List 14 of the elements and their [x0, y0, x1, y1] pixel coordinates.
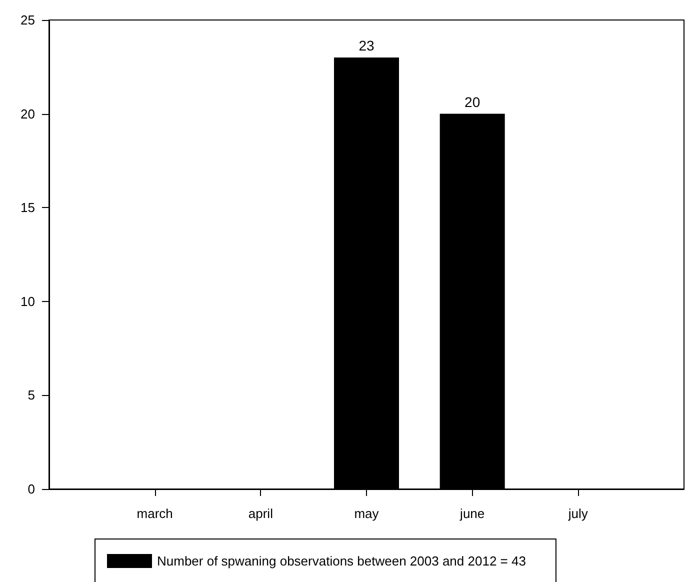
x-tick-label: july [567, 506, 588, 521]
legend-label: Number of spwaning observations between 2003 and 2012 = 43 [157, 554, 526, 568]
y-tick-label: 10 [20, 294, 35, 309]
x-tick-label: april [248, 506, 274, 521]
y-tick-label: 5 [28, 388, 35, 403]
x-tick-label: june [459, 506, 485, 521]
y-tick-label: 25 [20, 12, 35, 28]
y-tick-label: 20 [20, 106, 35, 122]
y-tick-label: 0 [28, 482, 35, 496]
x-tick-label: may [354, 506, 380, 521]
x-tick-label: march [136, 506, 173, 521]
data-label: 20 [464, 94, 480, 110]
y-tick-label: 15 [20, 200, 35, 216]
data-label: 23 [358, 38, 374, 54]
